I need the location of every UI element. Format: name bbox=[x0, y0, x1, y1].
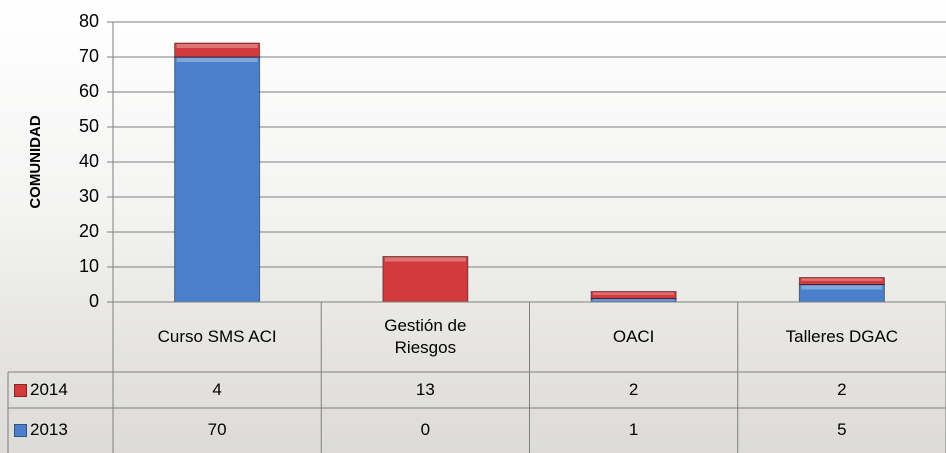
y-tick-label: 40 bbox=[79, 151, 99, 171]
bar-highlight bbox=[176, 44, 258, 48]
y-tick-label: 30 bbox=[79, 186, 99, 206]
value-text: 0 bbox=[420, 420, 431, 440]
x-tick-label: OACI bbox=[530, 302, 738, 372]
value-text: 2 bbox=[837, 379, 847, 399]
value-text: 5 bbox=[837, 420, 847, 440]
bar bbox=[382, 256, 469, 303]
table-value: 13 bbox=[321, 372, 529, 408]
bar-highlight bbox=[801, 278, 883, 281]
category-text: Curso SMS ACI bbox=[157, 326, 277, 346]
table-value: 0 bbox=[321, 408, 529, 453]
table-value: 5 bbox=[738, 408, 946, 453]
y-tick-label: 20 bbox=[79, 221, 99, 241]
table-value: 1 bbox=[530, 408, 738, 453]
value-text: 4 bbox=[212, 379, 222, 399]
bar bbox=[174, 56, 261, 303]
y-tick-label: 70 bbox=[79, 46, 99, 66]
bar-highlight bbox=[593, 292, 675, 295]
table-value: 2 bbox=[530, 372, 738, 408]
legend-label: 2014 bbox=[30, 379, 68, 399]
legend-entry: 2013 bbox=[8, 408, 113, 453]
value-text: 13 bbox=[415, 379, 435, 399]
legend-entry: 2014 bbox=[8, 372, 113, 408]
legend-key bbox=[14, 424, 27, 437]
value-text: 2 bbox=[628, 379, 639, 399]
value-text: 1 bbox=[628, 420, 639, 440]
y-tick-label: 80 bbox=[79, 11, 99, 31]
legend-label: 2013 bbox=[30, 420, 68, 440]
table-value: 2 bbox=[738, 372, 946, 408]
y-tick-label: 60 bbox=[79, 81, 99, 101]
y-tick-label: 0 bbox=[89, 291, 99, 311]
y-tick-label: 50 bbox=[79, 116, 99, 136]
bar-highlight bbox=[176, 58, 258, 62]
y-axis-label: COMUNIDAD bbox=[27, 115, 44, 208]
table-value: 70 bbox=[113, 408, 321, 453]
category-text: Talleres DGAC bbox=[785, 326, 899, 346]
bar bbox=[174, 42, 261, 58]
legend-key bbox=[14, 383, 27, 397]
x-tick-label: Curso SMS ACI bbox=[113, 302, 321, 372]
table-value: 4 bbox=[113, 372, 321, 408]
value-text: 70 bbox=[207, 420, 227, 440]
x-tick-label: Gestión de Riesgos bbox=[321, 302, 529, 372]
category-text: OACI bbox=[612, 326, 655, 346]
category-text: Gestión de Riesgos bbox=[384, 315, 467, 357]
bar-highlight bbox=[593, 299, 675, 301]
bar-highlight bbox=[801, 285, 883, 290]
bar bbox=[798, 277, 885, 285]
bar bbox=[590, 291, 677, 299]
x-tick-label: Talleres DGAC bbox=[738, 302, 946, 372]
y-tick-label: 10 bbox=[79, 256, 99, 276]
bar-highlight bbox=[384, 257, 466, 262]
